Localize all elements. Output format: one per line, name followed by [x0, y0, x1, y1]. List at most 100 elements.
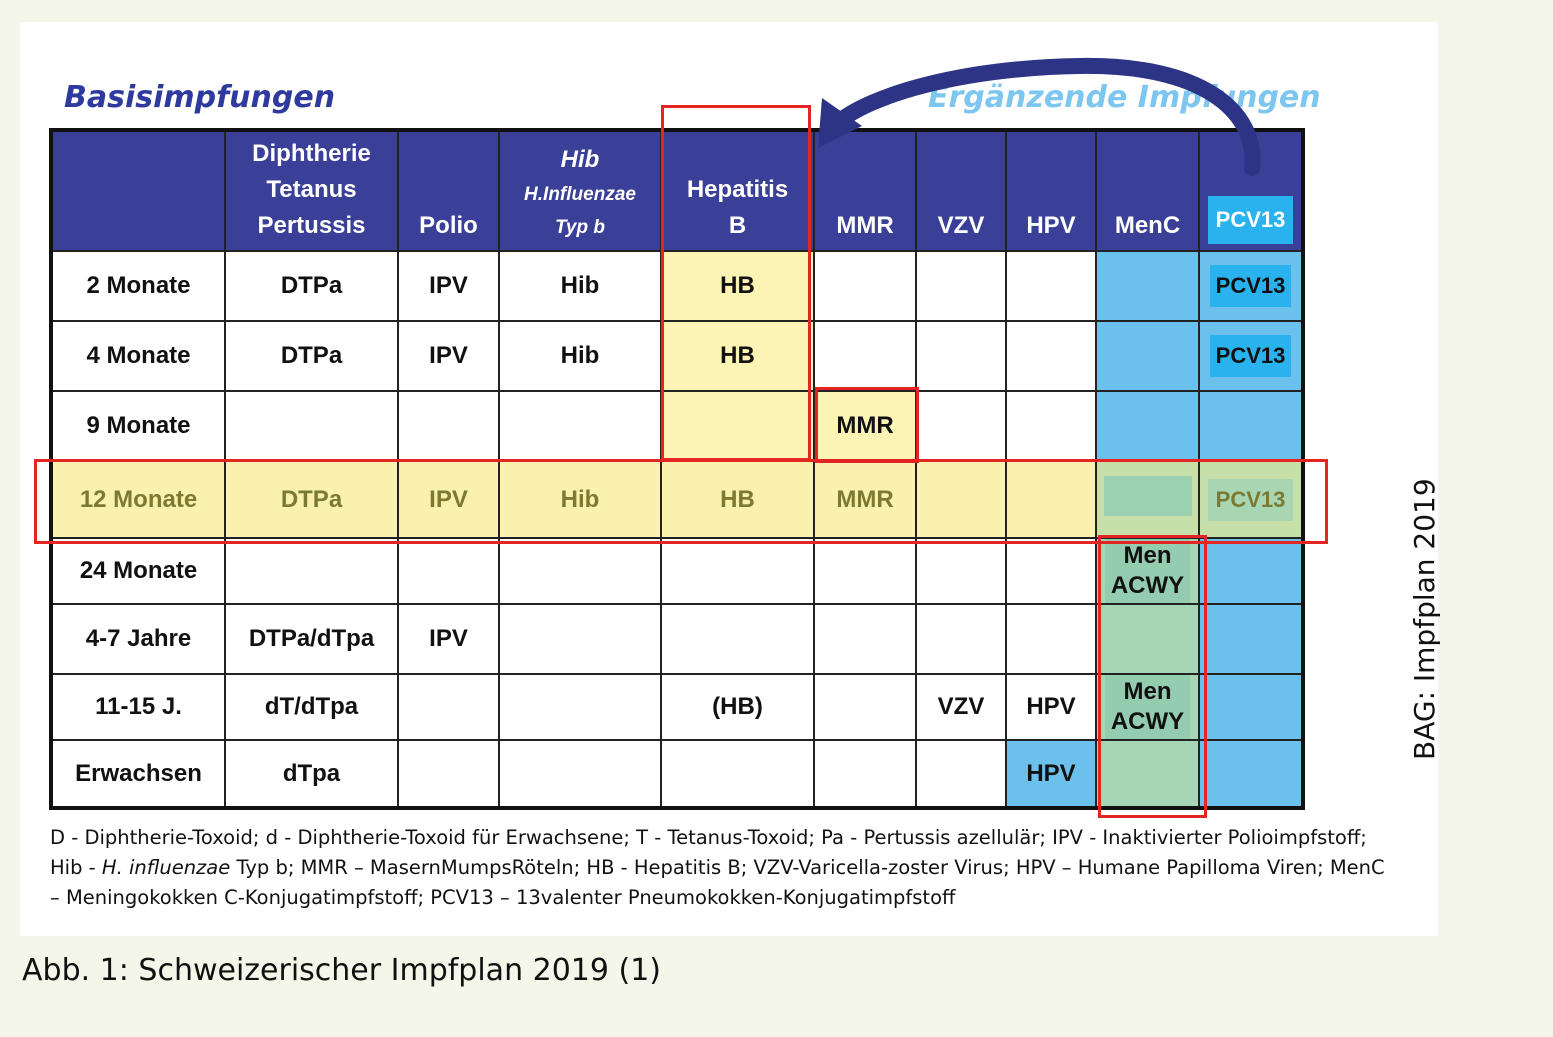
- cell-mmr: [813, 320, 917, 392]
- row-12-months: 12 Monate DTPa IPV Hib HB MMR PCV13: [50, 460, 1304, 539]
- cell-hpv: [1005, 460, 1097, 539]
- cell-hib: [498, 673, 662, 741]
- figure-caption: Abb. 1: Schweizerischer Impfplan 2019 (1…: [22, 953, 661, 988]
- cell-menc: [1095, 320, 1200, 392]
- cell-polio: IPV: [397, 603, 500, 675]
- header-empty: [50, 129, 226, 252]
- cell-polio: [397, 673, 500, 741]
- age-cell: 24 Monate: [50, 537, 226, 605]
- header-hepatitis-b: Hepatitis B: [660, 129, 815, 252]
- age-cell: 4 Monate: [50, 320, 226, 392]
- header-vzv: VZV: [915, 129, 1007, 252]
- cell-pcv: [1198, 603, 1304, 675]
- source-label: BAG: Impfplan 2019: [1408, 478, 1441, 760]
- cell-hpv: [1005, 320, 1097, 392]
- cell-pcv: PCV13: [1198, 320, 1304, 392]
- cell-pcv: [1198, 673, 1304, 741]
- cell-dtp: DTPa: [224, 320, 399, 392]
- cell-hep: [660, 739, 815, 809]
- cell-hep: (HB): [660, 673, 815, 741]
- cell-hep: [660, 537, 815, 605]
- row-4-months: 4 Monate DTPa IPV Hib HB PCV13: [50, 320, 1304, 392]
- cell-dtp: DTPa: [224, 250, 399, 322]
- supplementary-vaccinations-heading: Ergänzende Impfungen: [928, 80, 1321, 115]
- age-cell: Erwachsen: [50, 739, 226, 809]
- cell-mmr: MMR: [813, 390, 917, 462]
- cell-vzv: [915, 320, 1007, 392]
- age-cell: 11-15 J.: [50, 673, 226, 741]
- cell-menc: Men ACWY: [1095, 673, 1200, 741]
- cell-menc: [1095, 739, 1200, 809]
- cell-hib: [498, 390, 662, 462]
- row-4-7-years: 4-7 Jahre DTPa/dTpa IPV: [50, 603, 1304, 675]
- cell-hib: [498, 603, 662, 675]
- header-dtp: Diphtherie Tetanus Pertussis: [224, 129, 399, 252]
- cell-hpv: [1005, 390, 1097, 462]
- cell-dtp: [224, 390, 399, 462]
- cell-pcv: [1198, 390, 1304, 462]
- cell-polio: [397, 739, 500, 809]
- row-2-months: 2 Monate DTPa IPV Hib HB PCV13: [50, 250, 1304, 322]
- cell-dtp: DTPa/dTpa: [224, 603, 399, 675]
- cell-mmr: [813, 673, 917, 741]
- header-polio: Polio: [397, 129, 500, 252]
- cell-pcv: PCV13: [1198, 250, 1304, 322]
- cell-polio: [397, 390, 500, 462]
- age-cell: 2 Monate: [50, 250, 226, 322]
- row-adults: Erwachsen dTpa HPV: [50, 739, 1304, 809]
- cell-hep: HB: [660, 320, 815, 392]
- cell-menc: [1095, 460, 1200, 539]
- abbreviation-legend: D - Diphtherie-Toxoid; d - Diphtherie-To…: [50, 823, 1440, 913]
- header-mmr: MMR: [813, 129, 917, 252]
- age-cell: 4-7 Jahre: [50, 603, 226, 675]
- cell-hep: HB: [660, 460, 815, 539]
- cell-hib: Hib: [498, 250, 662, 322]
- cell-pcv: [1198, 739, 1304, 809]
- cell-dtp: dT/dTpa: [224, 673, 399, 741]
- cell-hpv: HPV: [1005, 673, 1097, 741]
- legend-line-3: – Meningokokken C-Konjugatimpfstoff; PCV…: [50, 886, 956, 909]
- cell-menc: [1095, 390, 1200, 462]
- cell-hep: HB: [660, 250, 815, 322]
- cell-menc: [1095, 603, 1200, 675]
- cell-polio: IPV: [397, 460, 500, 539]
- age-cell: 9 Monate: [50, 390, 226, 462]
- header-hpv: HPV: [1005, 129, 1097, 252]
- header-row: Diphtherie Tetanus Pertussis Polio Hib H…: [50, 129, 1304, 252]
- row-9-months: 9 Monate MMR: [50, 390, 1304, 462]
- cell-hib: Hib: [498, 460, 662, 539]
- cell-polio: IPV: [397, 320, 500, 392]
- cell-vzv: [915, 537, 1007, 605]
- cell-vzv: [915, 250, 1007, 322]
- cell-mmr: [813, 537, 917, 605]
- cell-mmr: [813, 739, 917, 809]
- cell-mmr: [813, 250, 917, 322]
- basic-vaccinations-heading: Basisimpfungen: [64, 80, 336, 115]
- header-menc: MenC: [1095, 129, 1200, 252]
- cell-vzv: VZV: [915, 673, 1007, 741]
- legend-line-1: D - Diphtherie-Toxoid; d - Diphtherie-To…: [50, 826, 1367, 849]
- cell-hib: [498, 739, 662, 809]
- cell-menc: [1095, 250, 1200, 322]
- cell-menc: Men ACWY: [1095, 537, 1200, 605]
- header-pcv13: PCV13: [1198, 129, 1304, 252]
- cell-mmr: [813, 603, 917, 675]
- cell-hib: [498, 537, 662, 605]
- cell-dtp: [224, 537, 399, 605]
- row-24-months: 24 Monate Men ACWY: [50, 537, 1304, 605]
- cell-polio: [397, 537, 500, 605]
- cell-pcv: PCV13: [1198, 460, 1304, 539]
- legend-line-2: Hib - H. influenzae Typ b; MMR – MasernM…: [50, 856, 1385, 879]
- vaccination-schedule-table: Diphtherie Tetanus Pertussis Polio Hib H…: [49, 128, 1305, 810]
- header-hib: Hib H.Influenzae Typ b: [498, 129, 662, 252]
- cell-dtp: DTPa: [224, 460, 399, 539]
- cell-mmr: MMR: [813, 460, 917, 539]
- age-cell: 12 Monate: [50, 460, 226, 539]
- cell-hpv: [1005, 603, 1097, 675]
- cell-hep: [660, 390, 815, 462]
- row-11-15-years: 11-15 J. dT/dTpa (HB) VZV HPV Men ACWY: [50, 673, 1304, 741]
- cell-vzv: [915, 739, 1007, 809]
- cell-hib: Hib: [498, 320, 662, 392]
- cell-polio: IPV: [397, 250, 500, 322]
- cell-hpv: [1005, 537, 1097, 605]
